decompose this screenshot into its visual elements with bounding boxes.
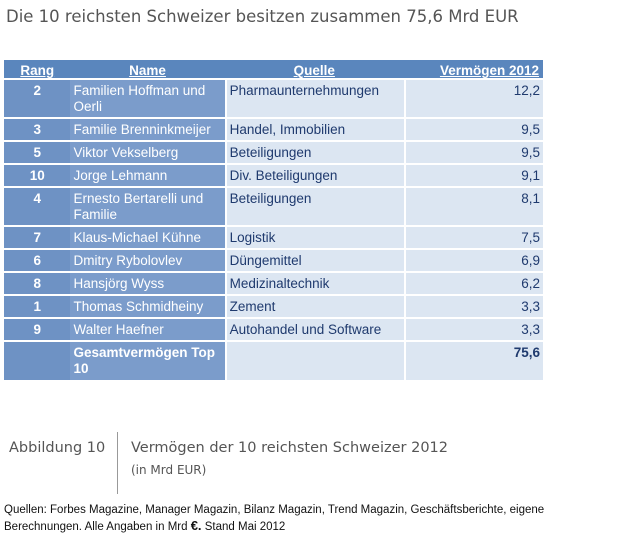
euro-sign: €. (190, 518, 202, 533)
table-row: 1 Thomas Schmidheiny Zement 3,3 (4, 294, 543, 317)
wealth-cell: 9,5 (403, 140, 543, 163)
rank-cell: 9 (4, 317, 71, 340)
table-row: 2 Familien Hoffman und Oerli Pharmaunter… (4, 78, 543, 117)
rank-cell: 7 (4, 225, 71, 248)
name-cell: Viktor Vekselberg (70, 140, 225, 163)
name-cell: Walter Haefner (70, 317, 225, 340)
rank-cell: 3 (4, 117, 71, 140)
source-cell: Beteiligungen (224, 186, 404, 225)
source-cell: Zement (224, 294, 404, 317)
name-cell: Dmitry Rybolovlev (70, 248, 225, 271)
name-cell: Familie Brenninkmeijer (70, 117, 225, 140)
header-wealth: Vermögen 2012 (403, 60, 543, 78)
wealth-cell: 9,5 (403, 117, 543, 140)
total-source-cell (224, 340, 404, 380)
wealth-table: Rang Name Quelle Vermögen 2012 2 Familie… (4, 60, 543, 380)
wealth-cell: 8,1 (403, 186, 543, 225)
rank-cell: 5 (4, 140, 71, 163)
rank-cell: 4 (4, 186, 71, 225)
total-label: Gesamtvermögen Top 10 (70, 340, 225, 380)
header-rank: Rang (4, 60, 71, 78)
figure-subcaption: (in Mrd EUR) (131, 463, 207, 477)
figure-caption: Vermögen der 10 reichsten Schweizer 2012 (131, 440, 448, 456)
name-cell: Klaus-Michael Kühne (70, 225, 225, 248)
source-cell: Beteiligungen (224, 140, 404, 163)
wealth-cell: 9,1 (403, 163, 543, 186)
rank-cell: 8 (4, 271, 71, 294)
total-rank-cell (4, 340, 71, 380)
name-cell: Hansjörg Wyss (70, 271, 225, 294)
source-cell: Pharmaunternehmungen (224, 78, 404, 117)
wealth-cell: 7,5 (403, 225, 543, 248)
table-row: 7 Klaus-Michael Kühne Logistik 7,5 (4, 225, 543, 248)
sources-text: Quellen: Forbes Magazine, Manager Magazi… (4, 504, 545, 533)
wealth-cell: 3,3 (403, 294, 543, 317)
rank-cell: 10 (4, 163, 71, 186)
table-header-row: Rang Name Quelle Vermögen 2012 (4, 60, 543, 78)
figure-divider (117, 432, 118, 494)
source-cell: Autohandel und Software (224, 317, 404, 340)
name-cell: Familien Hoffman und Oerli (70, 78, 225, 117)
sources-date: Stand Mai 2012 (201, 521, 286, 533)
wealth-cell: 6,9 (403, 248, 543, 271)
sources-note: Quellen: Forbes Magazine, Manager Magazi… (4, 502, 619, 535)
total-row: Gesamtvermögen Top 10 75,6 (4, 340, 543, 380)
total-wealth: 75,6 (403, 340, 543, 380)
wealth-cell: 3,3 (403, 317, 543, 340)
source-cell: Handel, Immobilien (224, 117, 404, 140)
rank-cell: 2 (4, 78, 71, 117)
table-row: 8 Hansjörg Wyss Medizinaltechnik 6,2 (4, 271, 543, 294)
rank-cell: 6 (4, 248, 71, 271)
name-cell: Thomas Schmidheiny (70, 294, 225, 317)
table-row: 10 Jorge Lehmann Div. Beteiligungen 9,1 (4, 163, 543, 186)
wealth-cell: 6,2 (403, 271, 543, 294)
source-cell: Düngemittel (224, 248, 404, 271)
page-title: Die 10 reichsten Schweizer besitzen zusa… (6, 7, 519, 26)
rank-cell: 1 (4, 294, 71, 317)
table-row: 5 Viktor Vekselberg Beteiligungen 9,5 (4, 140, 543, 163)
name-cell: Jorge Lehmann (70, 163, 225, 186)
source-cell: Logistik (224, 225, 404, 248)
source-cell: Div. Beteiligungen (224, 163, 404, 186)
table-row: 3 Familie Brenninkmeijer Handel, Immobil… (4, 117, 543, 140)
name-cell: Ernesto Bertarelli und Familie (70, 186, 225, 225)
header-name: Name (70, 60, 225, 78)
wealth-cell: 12,2 (403, 78, 543, 117)
header-source: Quelle (224, 60, 404, 78)
source-cell: Medizinaltechnik (224, 271, 404, 294)
table-row: 4 Ernesto Bertarelli und Familie Beteili… (4, 186, 543, 225)
figure-label: Abbildung 10 (9, 440, 106, 456)
table-row: 6 Dmitry Rybolovlev Düngemittel 6,9 (4, 248, 543, 271)
table-row: 9 Walter Haefner Autohandel und Software… (4, 317, 543, 340)
